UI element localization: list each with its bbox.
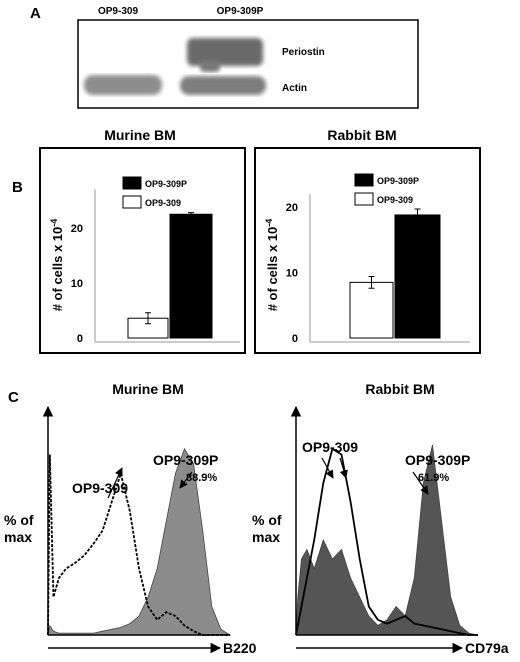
panel-label: A [30, 5, 41, 22]
y-axis-label-exponent: -4 [49, 219, 59, 227]
y-tick-label: 10 [71, 278, 83, 290]
legend-swatch [354, 192, 374, 206]
legend-swatch [122, 176, 142, 190]
y-tick-label: 10 [286, 268, 298, 280]
legend-swatch [122, 195, 142, 209]
panel-frame [39, 147, 246, 354]
y-axis-label: % of max [4, 512, 34, 545]
y-axis-label: # of cells x 10-4 [49, 219, 65, 312]
error-bar [188, 212, 194, 217]
legend-label: OP9-309 [145, 198, 181, 208]
histogram-line [295, 447, 478, 636]
y-axis-label: % of max [252, 512, 282, 545]
chart-title: Murine BM [104, 127, 176, 143]
blot-band [180, 76, 266, 95]
lane-label: OP9-309P [217, 6, 264, 17]
annotation: 61.9% [418, 472, 449, 484]
y-tick-label: 0 [77, 333, 83, 345]
blot-band [200, 60, 220, 72]
annotation-arrow [412, 471, 429, 495]
legend-label: OP9-309P [377, 176, 419, 186]
annotation: 88.9% [186, 472, 217, 484]
error-bar [368, 275, 375, 289]
y-axis-label-text: # of cells x 10 [265, 227, 280, 312]
x-axis-label: CD79a [465, 640, 509, 656]
bar [349, 281, 394, 339]
panel-label: B [12, 179, 23, 196]
error-bar [145, 312, 151, 325]
error-bar [414, 208, 421, 222]
y-tick-label: 20 [71, 223, 83, 235]
series-annotation: OP9-309P [153, 452, 218, 468]
histogram-line [47, 454, 230, 636]
lane-label: OP9-309 [98, 6, 138, 17]
band-label: Actin [282, 83, 307, 94]
y-tick-label: 0 [292, 333, 298, 345]
annotation-arrow [107, 467, 123, 499]
y-tick-label: 20 [286, 202, 298, 214]
chart-title: Rabbit BM [365, 381, 434, 397]
y-axis-label-exponent: -4 [264, 219, 274, 227]
annotation-arrow [339, 457, 348, 479]
annotation-arrow [179, 471, 193, 489]
legend-label: OP9-309 [377, 195, 413, 205]
series-annotation: OP9-309 [72, 480, 128, 496]
histogram-area [295, 444, 479, 636]
blot-band [187, 38, 263, 66]
annotation-arrow [321, 457, 334, 479]
x-axis-label: B220 [223, 640, 257, 656]
histogram-area [47, 447, 232, 636]
bar [169, 213, 213, 339]
legend-label: OP9-309P [145, 179, 187, 189]
series-annotation: OP9-309P [405, 452, 470, 468]
blot-band [84, 75, 162, 95]
y-axis-label-text: # of cells x 10 [50, 227, 65, 312]
chart-title: Murine BM [112, 381, 184, 397]
band-label: Periostin [282, 47, 325, 58]
panel-frame [254, 147, 481, 354]
series-annotation: OP9-309 [302, 439, 358, 455]
bar [394, 214, 441, 339]
chart-title: Rabbit BM [327, 127, 396, 143]
panel-label: C [8, 389, 19, 406]
y-axis-label: # of cells x 10-4 [264, 219, 280, 312]
legend-swatch [354, 173, 374, 187]
